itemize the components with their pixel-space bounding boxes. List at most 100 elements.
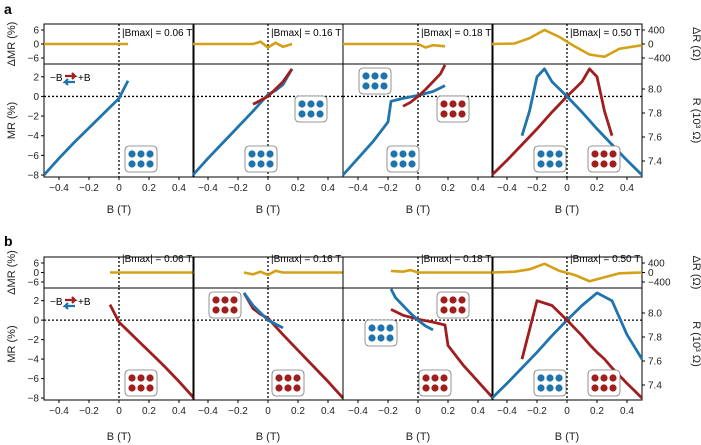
subplot-b-2: −0.4 −0.2 0 0.2 0.4 B (T) |Bmax| = 0.16 T: [192, 254, 345, 443]
state-icon-dot: [128, 160, 136, 168]
state-icon-dot: [307, 110, 315, 118]
y-tick-label: −4: [28, 131, 40, 142]
right-axis-label: R (10³ Ω): [690, 321, 701, 367]
state-icon: [418, 369, 452, 397]
state-icon-dot: [555, 384, 563, 392]
state-icon-dot: [146, 160, 154, 168]
state-icon: [386, 145, 420, 173]
state-icon-dot: [371, 72, 379, 80]
state-icon-dot: [230, 306, 238, 314]
delta-right-tick-label: 400: [648, 259, 665, 270]
delta-y-tick-label: −6: [28, 54, 40, 65]
legend-arrow-red: [65, 296, 78, 304]
series-red: [108, 303, 196, 400]
state-icon-dot: [266, 160, 274, 168]
subplot-a-2: −0.4 −0.2 0 0.2 0.4 B (T) |Bmax| = 0.16 T: [191, 23, 344, 216]
state-icon-dot: [422, 374, 430, 382]
x-tick-label: −0.4: [497, 406, 517, 417]
x-axis-label: B (T): [256, 204, 280, 216]
series-red: [242, 292, 345, 400]
state-icon-dot: [380, 82, 388, 90]
state-icon: [244, 145, 278, 173]
state-icon-dot: [386, 324, 394, 332]
subplot-a-3: −0.4 −0.2 0 0.2 0.4 B (T) |Bmax| = 0.18 T: [341, 23, 494, 216]
x-tick-label: 0.2: [291, 183, 305, 194]
right-tick-label: 7.8: [648, 333, 662, 344]
x-tick-label: 0: [265, 183, 271, 194]
state-icon-dot: [362, 82, 370, 90]
x-tick-label: −0.2: [79, 406, 99, 417]
y-tick-label: 0: [33, 316, 39, 327]
state-icon-dot: [248, 160, 256, 168]
state-icon: [364, 319, 398, 347]
x-tick-label: 0: [564, 406, 570, 417]
state-icon-dot: [458, 100, 466, 108]
right-tick-label: 7.4: [648, 157, 662, 168]
state-icon-dot: [377, 334, 385, 342]
state-icon-dot: [431, 374, 439, 382]
y-axis-label: MR (%): [6, 325, 18, 362]
delta-y-tick-label: −6: [28, 278, 40, 289]
state-icon-dot: [449, 100, 457, 108]
state-icon-dot: [546, 150, 554, 158]
legend-neg: −B: [50, 297, 63, 308]
x-tick-label: 0: [265, 406, 271, 417]
x-tick-label: −0.2: [228, 183, 248, 194]
state-icon-dot: [458, 296, 466, 304]
x-tick-label: −0.2: [79, 183, 99, 194]
x-tick-label: 0.2: [142, 406, 156, 417]
right-tick-label: 7.6: [648, 133, 662, 144]
series-red: [252, 68, 294, 106]
legend-neg: −B: [50, 73, 63, 84]
state-icon-dot: [248, 150, 256, 158]
state-icon-dot: [555, 374, 563, 382]
state-icon-dot: [275, 374, 283, 382]
state-icon-dot: [293, 384, 301, 392]
state-icon-dot: [316, 110, 324, 118]
state-icon-dot: [377, 324, 385, 332]
right-tick-label: 7.8: [648, 109, 662, 120]
subplot-b-1: −0.4 −0.2 0 0.2 0.4 B (T) |Bmax| = 0.06 T 2 0 −2 −…: [6, 250, 196, 443]
x-tick-label: 0.4: [471, 406, 485, 417]
subplot-b-3: −0.4 −0.2 0 0.2 0.4 B (T) |Bmax| = 0.18 T: [342, 254, 495, 443]
state-icon-dot: [146, 374, 154, 382]
bmax-label: |Bmax| = 0.16 T: [271, 254, 341, 265]
bmax-label: |Bmax| = 0.18 T: [421, 254, 491, 265]
state-icon-dot: [609, 160, 617, 168]
state-icon-dot: [600, 150, 608, 158]
state-icon-dot: [307, 100, 315, 108]
bmax-label: |Bmax| = 0.06 T: [122, 254, 192, 265]
delta-y-axis-label: ΔMR (%): [6, 22, 18, 67]
state-icon-dot: [609, 150, 617, 158]
state-icon-dot: [390, 160, 398, 168]
x-tick-label: 0.4: [620, 183, 634, 194]
delta-mr-series: [243, 269, 343, 277]
x-tick-label: −0.4: [49, 406, 69, 417]
state-icon: [208, 291, 242, 319]
panel-label-b: b: [4, 233, 13, 249]
delta-y-tick-label: 6: [33, 26, 39, 37]
state-icon-dot: [408, 150, 416, 158]
state-icon-dot: [440, 306, 448, 314]
y-tick-label: −8: [28, 171, 40, 182]
state-icon-dot: [600, 160, 608, 168]
state-icon-dot: [137, 384, 145, 392]
right-tick-label: 8.0: [648, 309, 662, 320]
state-icon-dot: [368, 334, 376, 342]
subplot-a-4: −0.4 −0.2 0 0.2 0.4 B (T) |Bmax| = 0.50 T 8.0 7.…: [491, 23, 701, 216]
panel-b: −0.4 −0.2 0 0.2 0.4 B (T) |Bmax| = 0.06 T 2 0 −2 −…: [6, 250, 701, 443]
state-icon-dot: [230, 296, 238, 304]
x-axis-label: B (T): [555, 431, 579, 443]
state-icon-dot: [537, 384, 545, 392]
state-icon-dot: [362, 72, 370, 80]
state-icon-dot: [458, 306, 466, 314]
state-icon-dot: [212, 306, 220, 314]
delta-mr-series: [390, 268, 493, 274]
state-icon-dot: [137, 160, 145, 168]
x-tick-label: −0.4: [497, 183, 517, 194]
delta-right-tick-label: 0: [648, 40, 654, 51]
series-blue: [389, 288, 434, 332]
legend: −B +B: [50, 296, 91, 310]
bmax-label: |Bmax| = 0.50 T: [570, 254, 640, 265]
x-tick-label: −0.2: [378, 406, 398, 417]
